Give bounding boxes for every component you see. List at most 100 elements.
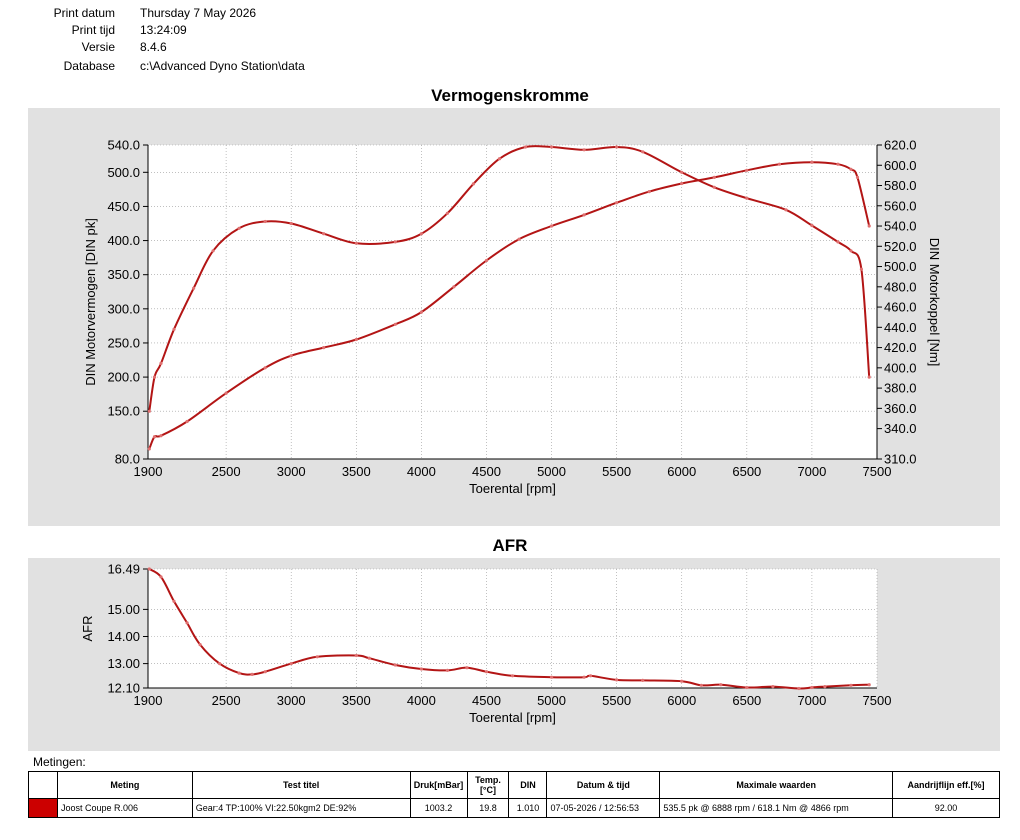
data-point [393, 322, 397, 326]
y2-tick-label: 380.0 [884, 381, 917, 396]
cell-max-waarden: 535.5 pk @ 6888 rpm / 618.1 Nm @ 4866 rp… [659, 798, 894, 818]
data-point [510, 674, 515, 678]
y-tick-label: 200.0 [107, 370, 140, 385]
data-point [550, 675, 554, 679]
series-line-0 [148, 568, 870, 690]
data-point [810, 685, 814, 690]
y-tick-label: 300.0 [107, 301, 140, 316]
version-label: Versie [81, 40, 115, 54]
x-tick-label: 5500 [602, 464, 631, 479]
x-tick-label: 6000 [667, 693, 696, 708]
data-point [699, 683, 703, 687]
color-swatch [28, 798, 58, 818]
x-tick-label: 4500 [472, 464, 501, 479]
data-point [263, 670, 267, 674]
x-tick-label: 2500 [212, 464, 241, 479]
y-tick-label: 250.0 [107, 335, 140, 350]
data-point [823, 685, 827, 689]
y-tick-label: 400.0 [107, 233, 140, 248]
y-tick-label: 450.0 [107, 199, 140, 214]
y2-tick-label: 360.0 [884, 401, 917, 416]
data-point [185, 621, 189, 625]
data-point [582, 675, 586, 679]
plot-area [148, 145, 877, 459]
y2-tick-label: 440.0 [884, 320, 917, 335]
data-point [712, 175, 716, 179]
afr-chart: 1900 2500 3000 3500 4000 4500 5000 5500 6000 6500… [80, 562, 892, 726]
data-point [582, 148, 586, 152]
data-point [218, 662, 222, 666]
data-point [185, 419, 189, 424]
data-point [712, 185, 716, 189]
x-tick-label: 5000 [537, 464, 566, 479]
data-point [289, 221, 293, 226]
data-point [263, 219, 267, 224]
y2-tick-label: 400.0 [884, 360, 917, 375]
cell-meting: Joost Coupe R.006 [56, 798, 193, 818]
y2-tick-label: 460.0 [884, 300, 917, 315]
data-point [797, 686, 801, 691]
power-chart-panel: 1900 2500 3000 3500 4000 4500 5000 5500 6000 6500… [28, 108, 1000, 526]
x-tick-label: 7000 [797, 693, 826, 708]
measurements-table: Meting Test titel Druk[mBar] Temp.[°C] D… [28, 771, 1000, 818]
measurements-label: Metingen: [33, 755, 86, 769]
data-point [836, 240, 840, 244]
data-point [237, 671, 241, 675]
data-point [615, 201, 619, 205]
data-point [322, 346, 326, 350]
y-axis-label: AFR [80, 616, 95, 642]
header-datum: Datum & tijd [546, 771, 661, 799]
header-eff: Aandrijflijn eff.[%] [892, 771, 1000, 799]
data-point [147, 447, 151, 451]
data-point [289, 662, 293, 666]
data-point [849, 683, 853, 687]
data-point [517, 237, 521, 241]
x-tick-label: 6500 [732, 464, 761, 479]
header-max-waarden: Maximale waarden [659, 771, 894, 799]
data-point [615, 678, 619, 682]
data-point [523, 145, 528, 149]
cell-druk: 1003.2 [409, 798, 468, 818]
data-point [777, 162, 782, 166]
data-point [647, 190, 651, 194]
header-druk: Druk[mBar] [409, 771, 468, 799]
data-point [849, 167, 853, 171]
y-tick-label: 13.00 [107, 656, 140, 671]
x-tick-label: 1900 [134, 693, 163, 708]
y2-axis-label: DIN Motorkoppel [Nm] [927, 238, 942, 367]
data-point [680, 679, 684, 683]
data-point [354, 241, 358, 245]
cell-eff: 92.00 [892, 798, 1000, 818]
y2-tick-label: 620.0 [884, 138, 917, 153]
data-point [855, 175, 860, 179]
y2-tick-label: 540.0 [884, 219, 917, 234]
y2-tick-label: 580.0 [884, 178, 917, 193]
y-tick-label: 350.0 [107, 267, 140, 282]
y2-tick-label: 600.0 [884, 158, 917, 173]
data-point [550, 145, 554, 149]
plot-area [148, 569, 877, 688]
print-time-label: Print tijd [71, 23, 115, 37]
data-point [452, 285, 456, 289]
data-point [159, 361, 163, 365]
data-point [289, 354, 293, 358]
table-row[interactable]: Joost Coupe R.006 Gear:4 TP:100% VI:22.5… [28, 798, 1000, 818]
data-point [484, 258, 489, 263]
data-point [159, 575, 163, 579]
data-point [419, 310, 423, 314]
data-point [367, 656, 371, 660]
x-axis-label: Toerental [rpm] [469, 481, 556, 496]
data-point [211, 249, 215, 253]
x-tick-label: 6500 [732, 693, 761, 708]
data-point [745, 196, 749, 200]
data-point [354, 653, 358, 658]
data-point [589, 674, 593, 678]
data-point [719, 683, 723, 687]
data-point [867, 683, 871, 687]
color-header [28, 771, 58, 799]
database-label: Database [63, 59, 115, 73]
x-tick-label: 3500 [342, 464, 371, 479]
x-tick-label: 7500 [863, 693, 892, 708]
x-tick-label: 3500 [342, 693, 371, 708]
x-tick-label: 3000 [277, 464, 306, 479]
